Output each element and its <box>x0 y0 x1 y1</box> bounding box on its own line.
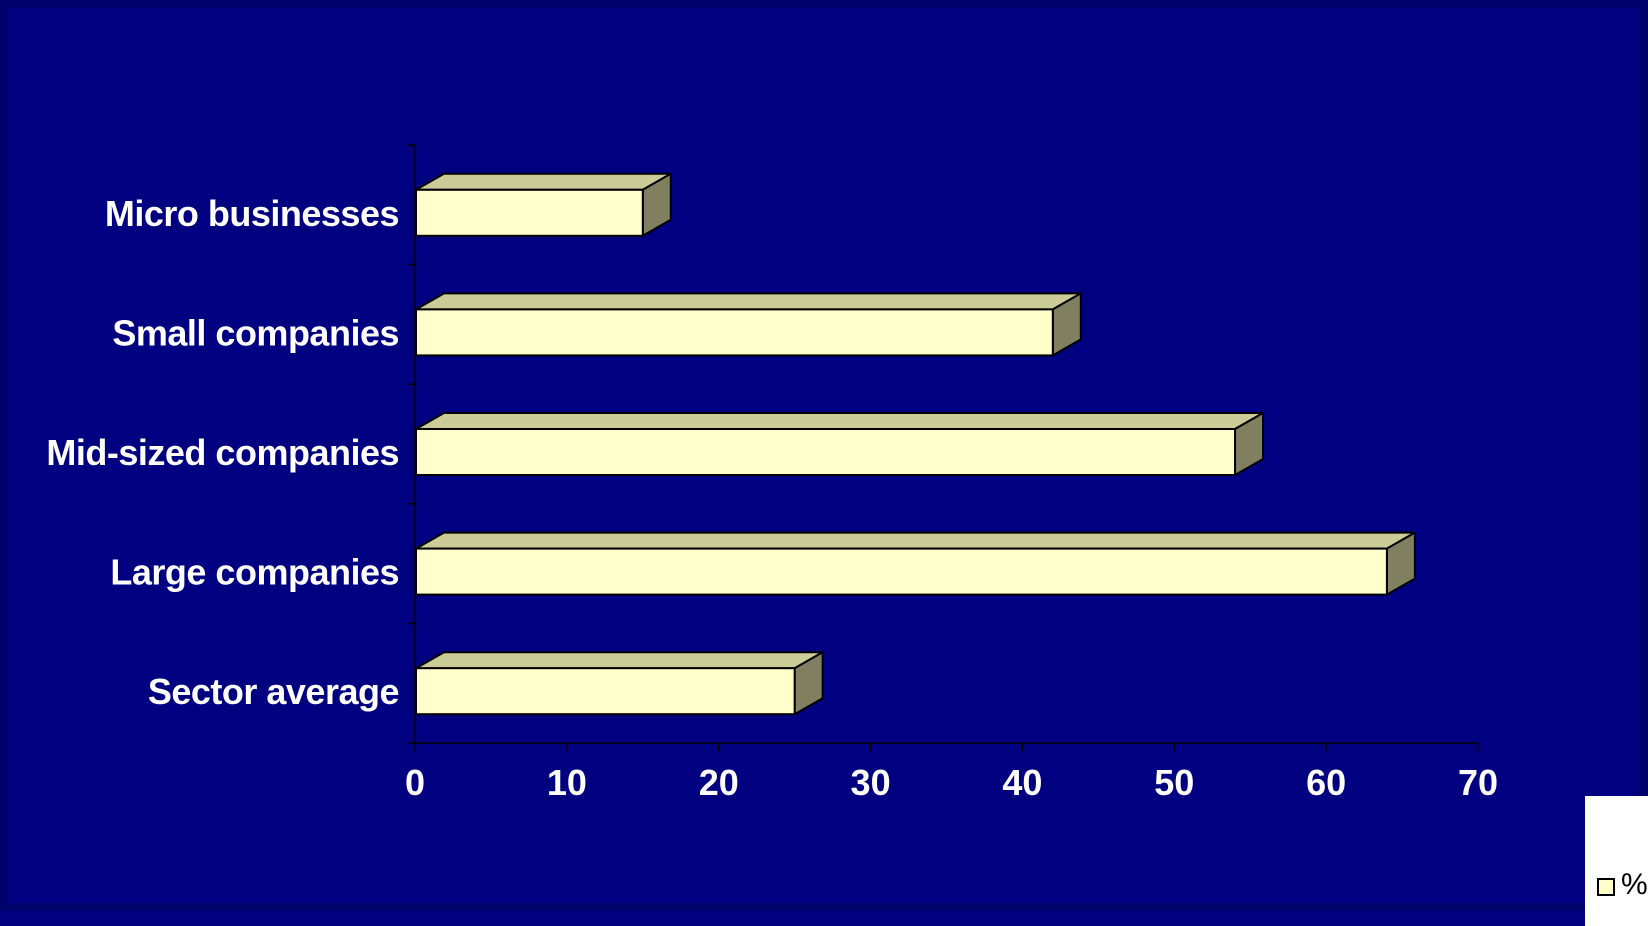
bar-top-face <box>415 651 824 670</box>
bar <box>415 292 1082 357</box>
x-tick-label: 0 <box>405 762 425 803</box>
tick-labels: 0 10 20 30 40 50 60 70 <box>405 762 1498 803</box>
x-tick-label: 20 <box>699 762 739 803</box>
x-tick-label: 70 <box>1458 762 1498 803</box>
bar <box>415 651 824 716</box>
x-tick-label: 10 <box>547 762 587 803</box>
category-label: Sector average <box>148 671 399 712</box>
bar-top-face <box>415 172 672 191</box>
bar-top-face <box>415 412 1265 430</box>
bar-top-face <box>415 292 1082 311</box>
category-label: Small companies <box>112 312 399 353</box>
x-tick-label: 50 <box>1154 762 1194 803</box>
category-labels: Micro businesses Small companies Mid-sized… <box>46 193 399 712</box>
category-label: Micro businesses <box>105 193 399 234</box>
category-label: Large companies <box>110 552 399 593</box>
bar <box>415 412 1265 476</box>
bar-front-face <box>415 428 1237 476</box>
bars <box>415 172 1416 716</box>
bar-top-face <box>415 531 1416 550</box>
category-label: Mid-sized companies <box>46 432 399 473</box>
legend-label: % <box>1621 868 1648 901</box>
legend: % <box>1585 796 1648 926</box>
bar-front-face <box>415 188 644 237</box>
bar <box>415 531 1416 596</box>
x-tick-label: 60 <box>1306 762 1346 803</box>
x-tick-label: 40 <box>1002 762 1042 803</box>
x-tick-label: 30 <box>851 762 891 803</box>
bar-front-face <box>415 667 796 716</box>
legend-swatch <box>1597 878 1615 896</box>
bar <box>415 172 672 237</box>
bar-front-face <box>415 308 1054 357</box>
bar-front-face <box>415 547 1388 596</box>
